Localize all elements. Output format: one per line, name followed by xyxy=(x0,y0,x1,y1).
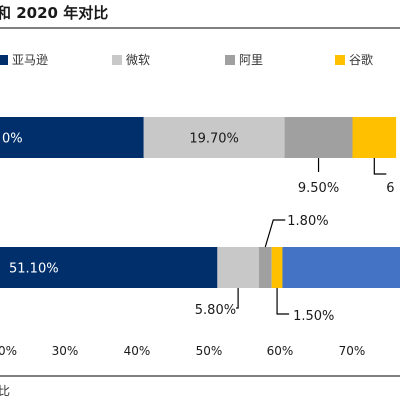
bar-segment xyxy=(271,247,283,288)
bar-value-label: 51.10% xyxy=(9,262,59,277)
leader-line xyxy=(264,219,286,248)
annotation-label: 9.50% xyxy=(298,181,339,196)
x-tick-label: 30% xyxy=(52,344,79,358)
bar-segment xyxy=(352,117,397,158)
x-tick-label: 0% xyxy=(0,344,17,358)
bar-segment xyxy=(258,247,272,288)
leader-line xyxy=(276,288,290,315)
chart-title: 和 2020 年对比 xyxy=(0,4,108,22)
legend-swatch xyxy=(225,55,235,65)
bar-segment xyxy=(0,117,144,158)
bar-segment xyxy=(282,247,400,288)
x-tick-label: 60% xyxy=(267,344,294,358)
legend-label: 谷歌 xyxy=(349,52,373,67)
x-tick-label: 40% xyxy=(124,344,151,358)
bars-area: 0% 19.70% 51.10% xyxy=(0,117,400,288)
bar-segment xyxy=(284,117,353,158)
bar-value-label: 0% xyxy=(2,132,23,147)
annotation-label: 5.80% xyxy=(195,303,236,318)
annotation-label: 1.80% xyxy=(287,214,328,229)
x-axis: 0% 30% 40% 50% 60% 70% xyxy=(0,344,365,358)
bar-segment xyxy=(217,247,259,288)
annotation-label: 1.50% xyxy=(293,309,334,324)
legend-label: 亚马逊 xyxy=(12,53,48,67)
legend-swatch xyxy=(335,55,345,65)
legend-swatch xyxy=(0,55,8,65)
legend-label: 微软 xyxy=(126,53,150,67)
bar-segment xyxy=(143,117,285,158)
source-note: 比 xyxy=(0,384,10,398)
legend-swatch xyxy=(112,55,122,65)
legend-label: 阿里 xyxy=(239,53,263,67)
leader-line xyxy=(236,288,239,309)
bar-segment xyxy=(0,247,218,288)
chart-legend: 亚马逊 微软 阿里 谷歌 xyxy=(0,52,373,67)
bar-value-label: 19.70% xyxy=(189,132,239,147)
annotations: 9.50% 6 5.80% 1.80% 1.50% xyxy=(195,158,395,324)
leader-line xyxy=(373,158,387,175)
annotation-label: 6 xyxy=(386,181,394,196)
x-tick-label: 70% xyxy=(339,344,366,358)
x-tick-label: 50% xyxy=(196,344,223,358)
